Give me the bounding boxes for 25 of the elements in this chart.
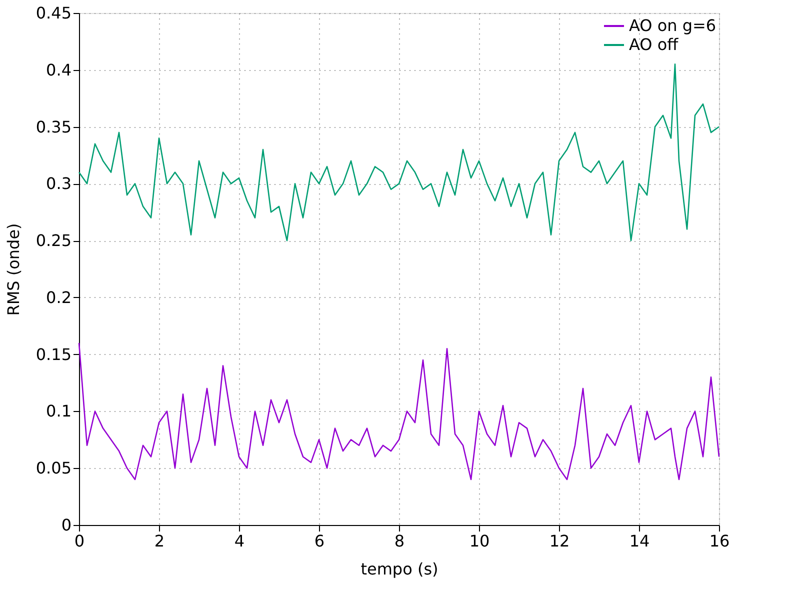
legend-label: AO on g=6 <box>629 16 716 35</box>
line-series <box>78 342 720 480</box>
x-tick-label: 10 <box>469 532 490 550</box>
x-tick-label: 2 <box>154 532 165 550</box>
y-tick-label: 0.25 <box>36 231 72 250</box>
legend-label: AO off <box>629 35 680 54</box>
line-series <box>78 64 720 242</box>
y-tick-label: 0.4 <box>46 60 72 80</box>
x-tick-label: 0 <box>74 532 85 550</box>
y-tick-label: 0.3 <box>46 174 72 194</box>
x-tick-label: 12 <box>549 532 570 550</box>
y-tick-label: 0.1 <box>46 402 72 421</box>
x-tick-label: 4 <box>234 532 245 550</box>
y-tick-label: 0.35 <box>36 117 72 136</box>
y-tick-label: 0 <box>61 516 72 534</box>
y-tick-label: 0.2 <box>46 288 72 307</box>
x-tick-label: 8 <box>394 532 405 550</box>
y-tick-label: 0.05 <box>36 458 72 478</box>
y-axis-title: RMS (onde) <box>4 223 23 316</box>
y-tick-label: 0.45 <box>36 4 72 22</box>
x-tick-label: 14 <box>629 532 650 550</box>
x-tick-label: 16 <box>709 532 730 550</box>
x-axis-title: tempo (s) <box>360 560 438 578</box>
y-tick-label: 0.15 <box>36 344 72 364</box>
x-tick-label: 6 <box>314 532 325 550</box>
